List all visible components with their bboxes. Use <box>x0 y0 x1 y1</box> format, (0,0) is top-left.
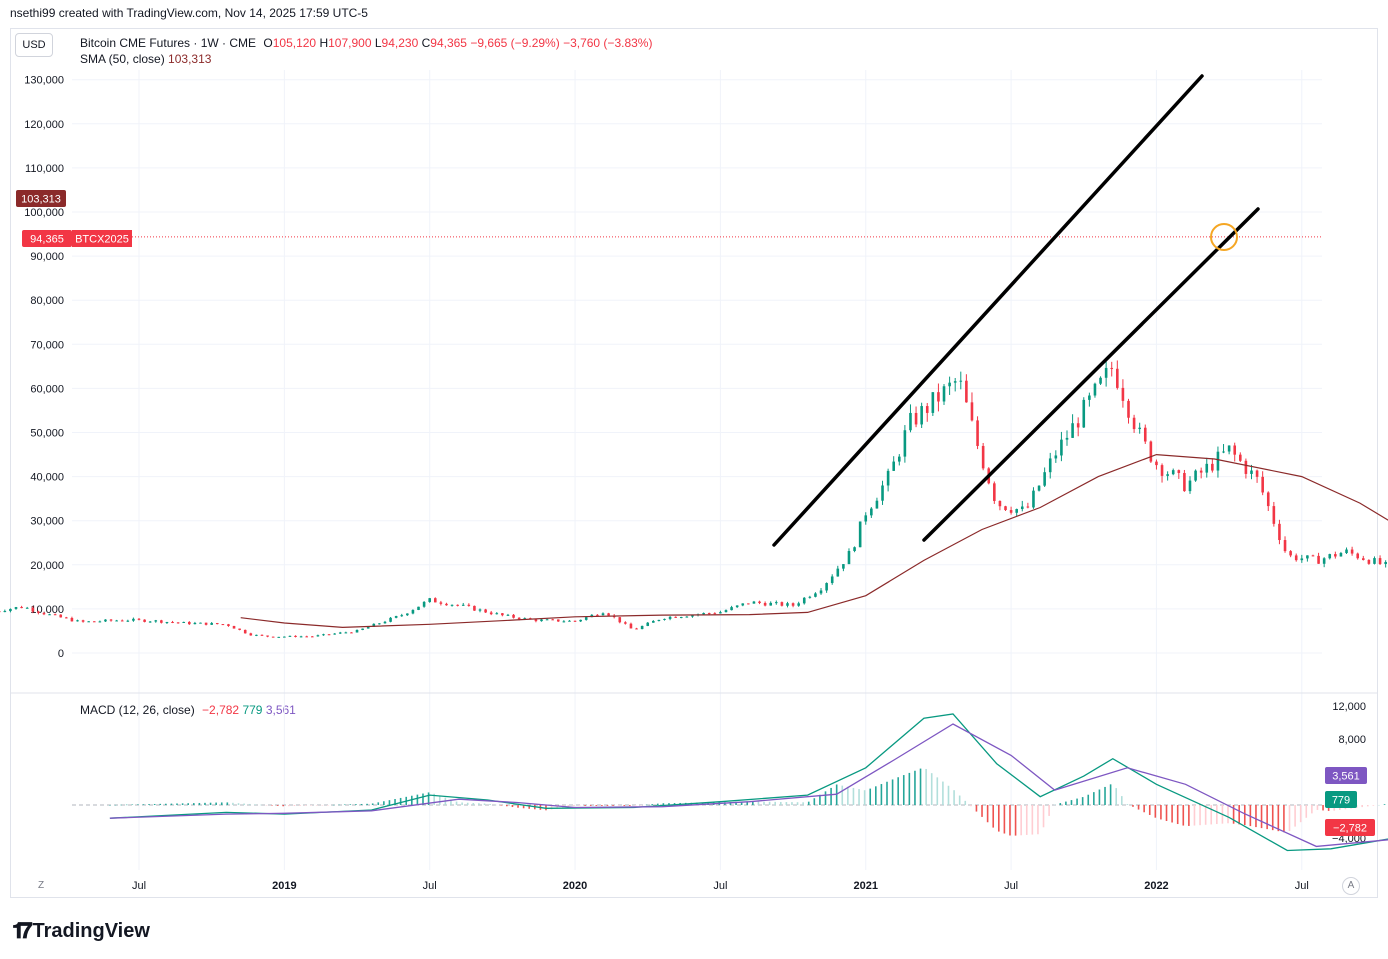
macd-line-value: 779 <box>242 703 263 717</box>
open-value: 105,120 <box>272 36 317 50</box>
chart-frame <box>10 28 1378 898</box>
high-value: 107,900 <box>328 36 372 50</box>
close-label: C <box>421 36 431 50</box>
macd-legend[interactable]: MACD (12, 26, close) −2,782 779 3,561 <box>80 703 296 717</box>
close-value: 94,365 <box>430 36 467 50</box>
auto-scale-button[interactable]: A <box>1342 877 1360 895</box>
symbol-legend[interactable]: Bitcoin CME Futures · 1W · CME O105,120 … <box>80 36 652 50</box>
candle-body <box>0 611 1 613</box>
symbol-name: Bitcoin CME Futures · 1W · CME <box>80 36 257 50</box>
macd-label: MACD (12, 26, close) <box>80 703 195 717</box>
change-value: −9,665 (−9.29%) <box>470 36 560 50</box>
currency-button[interactable]: USD <box>15 33 53 57</box>
change2-value: −3,760 (−3.83%) <box>563 36 653 50</box>
low-value: 94,230 <box>381 36 419 50</box>
macd-hist-bar <box>1378 804 1380 806</box>
low-label: L <box>374 36 382 50</box>
sma-legend[interactable]: SMA (50, close) 103,313 <box>80 52 211 66</box>
candle-body <box>1384 561 1387 565</box>
candle-body <box>1378 558 1382 565</box>
zoom-button[interactable]: Z <box>37 880 45 891</box>
brand-name: TradingView <box>32 919 150 942</box>
macd-hist-bar <box>1383 804 1386 805</box>
candle-body <box>3 611 7 613</box>
tradingview-icon: 𝟏𝟕 <box>12 918 33 943</box>
macd-hist-value: −2,782 <box>202 703 240 717</box>
chart-caption: nsethi99 created with TradingView.com, N… <box>10 6 368 20</box>
macd-signal-value: 3,561 <box>265 703 296 717</box>
high-label: H <box>319 36 329 50</box>
sma-value: 103,313 <box>168 52 212 66</box>
sma-label: SMA (50, close) <box>80 52 165 66</box>
open-label: O <box>263 36 273 50</box>
tradingview-logo[interactable]: 𝟏𝟕 TradingView <box>12 918 150 944</box>
